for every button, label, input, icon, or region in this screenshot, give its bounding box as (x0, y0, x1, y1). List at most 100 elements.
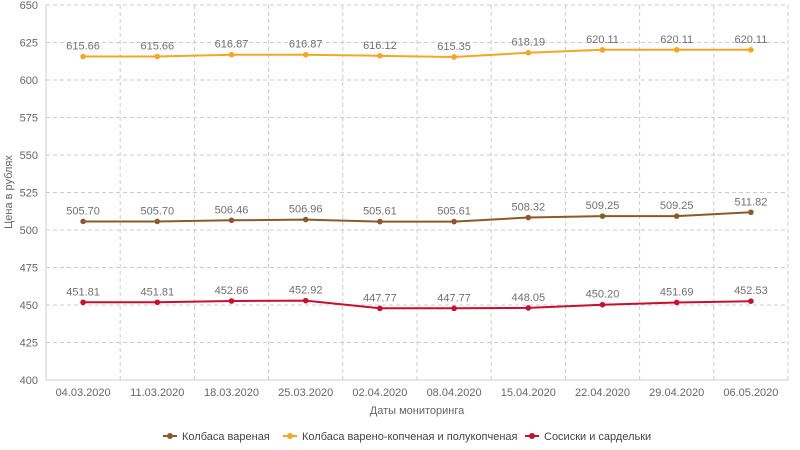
data-point (525, 214, 532, 221)
data-label: 616.87 (215, 39, 249, 51)
data-label: 615.35 (437, 41, 471, 53)
data-label: 451.69 (660, 286, 694, 298)
legend-swatch-marker (167, 433, 173, 439)
data-point (154, 299, 161, 306)
series-line (83, 48, 751, 58)
data-label: 508.32 (511, 202, 545, 214)
data-label: 615.66 (66, 41, 100, 53)
data-point (599, 213, 606, 219)
series-lines (80, 47, 754, 312)
data-point (377, 218, 383, 225)
data-point (80, 218, 86, 225)
data-label: 452.92 (289, 285, 323, 297)
x-tick-label: 04.03.2020 (56, 387, 111, 399)
data-point (599, 301, 606, 308)
data-label: 506.96 (289, 204, 323, 216)
data-point (451, 218, 457, 225)
legend[interactable]: Колбаса вареная Колбаса варено-копченая и… (163, 431, 651, 443)
data-point (302, 297, 309, 304)
data-label: 505.61 (363, 206, 397, 218)
data-label: 448.05 (511, 292, 545, 304)
data-point (377, 53, 383, 59)
y-tick-label: 625 (20, 38, 38, 50)
legend-label: Колбаса вареная (182, 431, 270, 443)
data-point (451, 54, 457, 60)
data-label: 616.87 (289, 39, 323, 51)
data-point (80, 53, 86, 60)
data-point (748, 47, 754, 53)
data-label: 505.70 (66, 205, 100, 217)
data-point (673, 213, 680, 219)
y-tick-label: 575 (20, 113, 38, 125)
y-tick-label: 425 (20, 338, 38, 350)
x-tick-label: 11.03.2020 (130, 387, 184, 399)
data-point (80, 299, 86, 306)
data-label: 452.53 (734, 285, 768, 297)
data-label: 618.19 (511, 37, 545, 49)
data-label: 616.12 (363, 40, 397, 52)
x-tick-label: 29.04.2020 (649, 387, 704, 399)
x-axis-ticks: 04.03.2020 11.03.2020 18.03.2020 25.03.2020… (56, 387, 779, 399)
data-label: 505.61 (437, 206, 471, 218)
data-point (451, 305, 457, 312)
x-tick-label: 25.03.2020 (278, 387, 333, 399)
legend-item[interactable]: Колбаса вареная (163, 431, 270, 443)
data-point (154, 218, 161, 225)
data-label: 615.66 (140, 41, 174, 53)
data-label: 450.20 (586, 289, 620, 301)
legend-swatch-marker (287, 433, 293, 439)
x-tick-label: 22.04.2020 (575, 387, 630, 399)
data-label: 447.77 (363, 292, 397, 304)
y-axis-title: Цена в рублях (3, 155, 15, 229)
x-tick-label: 18.03.2020 (204, 387, 259, 399)
data-label: 509.25 (586, 200, 620, 212)
data-point (377, 305, 383, 312)
y-tick-label: 600 (20, 75, 38, 87)
series-line (83, 211, 751, 223)
data-label: 511.82 (734, 196, 767, 208)
data-label: 506.46 (215, 204, 249, 216)
data-label: 620.11 (586, 34, 619, 46)
data-point (525, 305, 532, 311)
data-label: 451.81 (140, 286, 174, 298)
x-tick-label: 08.04.2020 (427, 387, 482, 399)
data-label: 620.11 (734, 34, 767, 46)
data-point (228, 51, 235, 58)
legend-item[interactable]: Колбаса варено-копченая и полукопченая (283, 431, 518, 443)
y-tick-label: 450 (20, 300, 38, 312)
y-axis-ticks: 400 425 450 475 500 525 550 575 600 625 650 (20, 0, 38, 387)
data-label: 451.81 (66, 286, 100, 298)
grid (45, 4, 789, 381)
data-point (748, 298, 754, 305)
data-label: 447.77 (437, 292, 471, 304)
data-point (228, 217, 235, 224)
data-point (154, 53, 161, 60)
legend-label: Колбаса варено-копченая и полукопченая (302, 431, 518, 443)
data-point (228, 298, 235, 304)
data-point (673, 299, 680, 306)
y-tick-label: 525 (20, 188, 38, 200)
legend-label: Сосиски и сардельки (544, 431, 651, 443)
data-point (525, 49, 532, 56)
y-tick-label: 475 (20, 263, 38, 275)
data-point (748, 209, 754, 216)
legend-swatch-marker (529, 433, 535, 439)
data-label: 505.70 (140, 205, 174, 217)
x-tick-label: 02.04.2020 (352, 387, 407, 399)
x-tick-label: 06.05.2020 (723, 387, 778, 399)
legend-item[interactable]: Сосиски и сардельки (525, 431, 651, 443)
x-axis-title: Даты мониторинга (370, 405, 465, 417)
data-labels: 505.70 505.70 506.46 506.96 505.61 505.61 508.… (66, 34, 767, 305)
data-label: 620.11 (660, 34, 693, 46)
y-tick-label: 400 (20, 375, 38, 387)
series-line (83, 299, 751, 310)
data-point (599, 47, 606, 53)
data-label: 452.66 (215, 285, 249, 297)
y-tick-label: 550 (20, 150, 38, 162)
data-point (673, 47, 680, 53)
x-tick-label: 15.04.2020 (501, 387, 556, 399)
y-tick-label: 500 (20, 225, 38, 237)
data-point (302, 216, 309, 223)
data-label: 509.25 (660, 200, 694, 212)
